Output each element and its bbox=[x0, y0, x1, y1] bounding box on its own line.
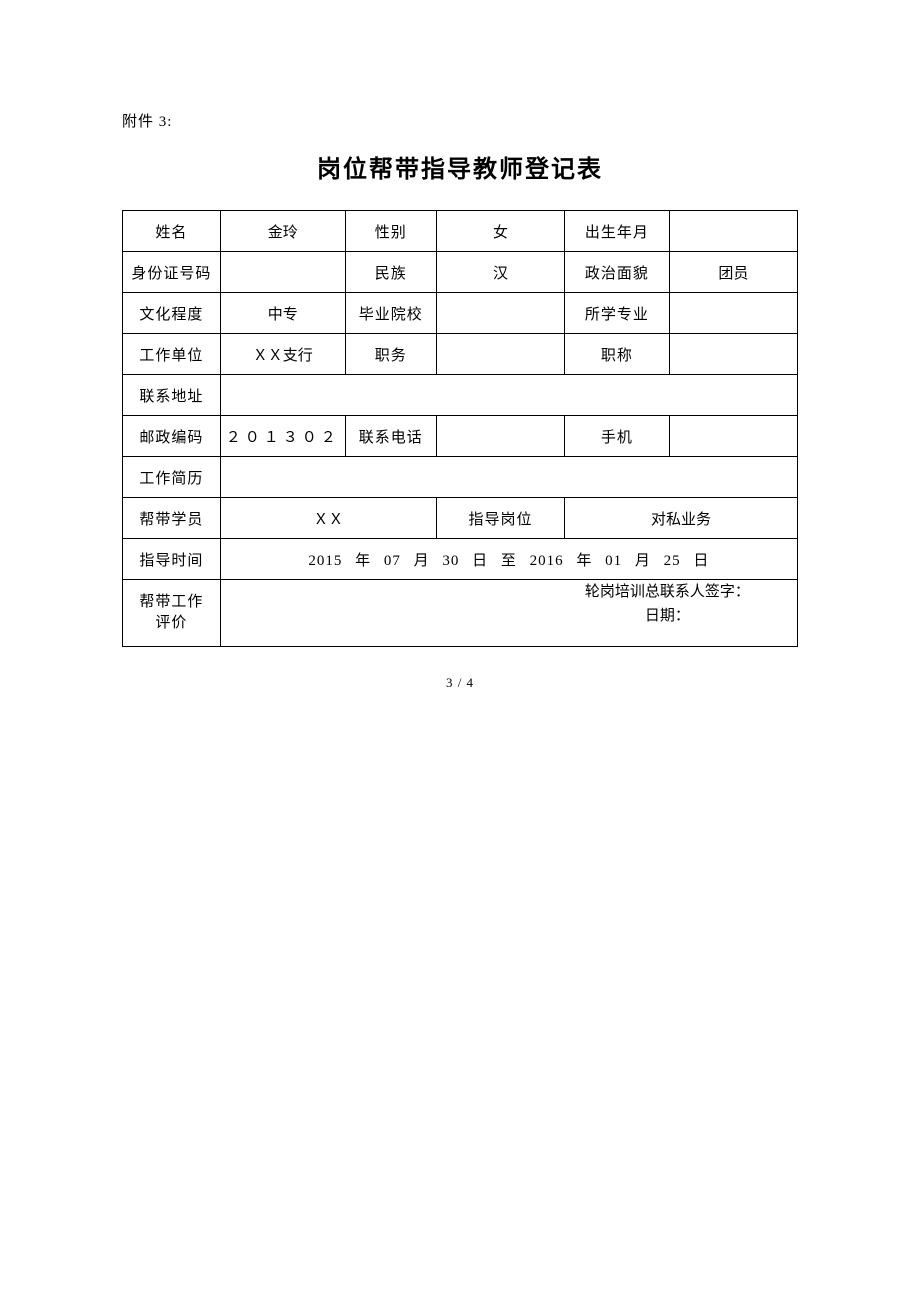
table-row: 身份证号码 民族 汉 政治面貌 团员 bbox=[123, 252, 798, 293]
table-row: 工作单位 ＸＸ支行 职务 职称 bbox=[123, 334, 798, 375]
value-evaluation: 轮岗培训总联系人签字： 日期： bbox=[220, 580, 797, 647]
label-work-unit: 工作单位 bbox=[123, 334, 221, 375]
value-grad-school bbox=[436, 293, 564, 334]
value-political: 团员 bbox=[669, 252, 797, 293]
table-row: 文化程度 中专 毕业院校 所学专业 bbox=[123, 293, 798, 334]
table-row: 帮带工作 评价 轮岗培训总联系人签字： 日期： bbox=[123, 580, 798, 647]
value-guide-post: 对私业务 bbox=[565, 498, 798, 539]
label-grad-school: 毕业院校 bbox=[345, 293, 436, 334]
value-phone bbox=[436, 416, 564, 457]
value-guide-time: 2015 年 07 月 30 日 至 2016 年 01 月 25 日 bbox=[220, 539, 797, 580]
label-resume: 工作简历 bbox=[123, 457, 221, 498]
label-ethnicity: 民族 bbox=[345, 252, 436, 293]
attachment-label: 附件 3: bbox=[122, 110, 798, 131]
value-work-unit: ＸＸ支行 bbox=[220, 334, 345, 375]
evaluation-footer: 轮岗培训总联系人签字： 日期： bbox=[538, 580, 797, 646]
label-mobile: 手机 bbox=[565, 416, 670, 457]
label-education: 文化程度 bbox=[123, 293, 221, 334]
label-idnum: 身份证号码 bbox=[123, 252, 221, 293]
table-row: 姓名 金玲 性别 女 出生年月 bbox=[123, 211, 798, 252]
value-mobile bbox=[669, 416, 797, 457]
registration-form-table: 姓名 金玲 性别 女 出生年月 身份证号码 民族 汉 政治面貌 团员 文化程度 … bbox=[122, 210, 798, 647]
table-row: 工作简历 bbox=[123, 457, 798, 498]
value-resume bbox=[220, 457, 797, 498]
value-birth bbox=[669, 211, 797, 252]
label-evaluation: 帮带工作 评价 bbox=[123, 580, 221, 647]
value-name: 金玲 bbox=[220, 211, 345, 252]
value-ethnicity: 汉 bbox=[436, 252, 564, 293]
label-birth: 出生年月 bbox=[565, 211, 670, 252]
table-row: 指导时间 2015 年 07 月 30 日 至 2016 年 01 月 25 日 bbox=[123, 539, 798, 580]
value-postal: ２０１３０２ bbox=[220, 416, 345, 457]
label-mentee: 帮带学员 bbox=[123, 498, 221, 539]
label-gender: 性别 bbox=[345, 211, 436, 252]
value-position bbox=[436, 334, 564, 375]
eval-label-line2: 评价 bbox=[155, 615, 187, 631]
label-phone: 联系电话 bbox=[345, 416, 436, 457]
eval-label-line1: 帮带工作 bbox=[139, 594, 203, 610]
label-guide-time: 指导时间 bbox=[123, 539, 221, 580]
sign-line: 轮岗培训总联系人签字： bbox=[538, 580, 797, 604]
value-gender: 女 bbox=[436, 211, 564, 252]
label-title-rank: 职称 bbox=[565, 334, 670, 375]
value-mentee: ＸＸ bbox=[220, 498, 436, 539]
value-major bbox=[669, 293, 797, 334]
label-political: 政治面貌 bbox=[565, 252, 670, 293]
value-education: 中专 bbox=[220, 293, 345, 334]
label-address: 联系地址 bbox=[123, 375, 221, 416]
label-guide-post: 指导岗位 bbox=[436, 498, 564, 539]
label-major: 所学专业 bbox=[565, 293, 670, 334]
date-line: 日期： bbox=[538, 604, 797, 628]
value-title-rank bbox=[669, 334, 797, 375]
label-postal: 邮政编码 bbox=[123, 416, 221, 457]
value-address bbox=[220, 375, 797, 416]
page-number: 3 / 4 bbox=[122, 675, 798, 691]
label-name: 姓名 bbox=[123, 211, 221, 252]
table-row: 邮政编码 ２０１３０２ 联系电话 手机 bbox=[123, 416, 798, 457]
table-row: 帮带学员 ＸＸ 指导岗位 对私业务 bbox=[123, 498, 798, 539]
page-title: 岗位帮带指导教师登记表 bbox=[122, 149, 798, 184]
value-idnum bbox=[220, 252, 345, 293]
table-row: 联系地址 bbox=[123, 375, 798, 416]
label-position: 职务 bbox=[345, 334, 436, 375]
